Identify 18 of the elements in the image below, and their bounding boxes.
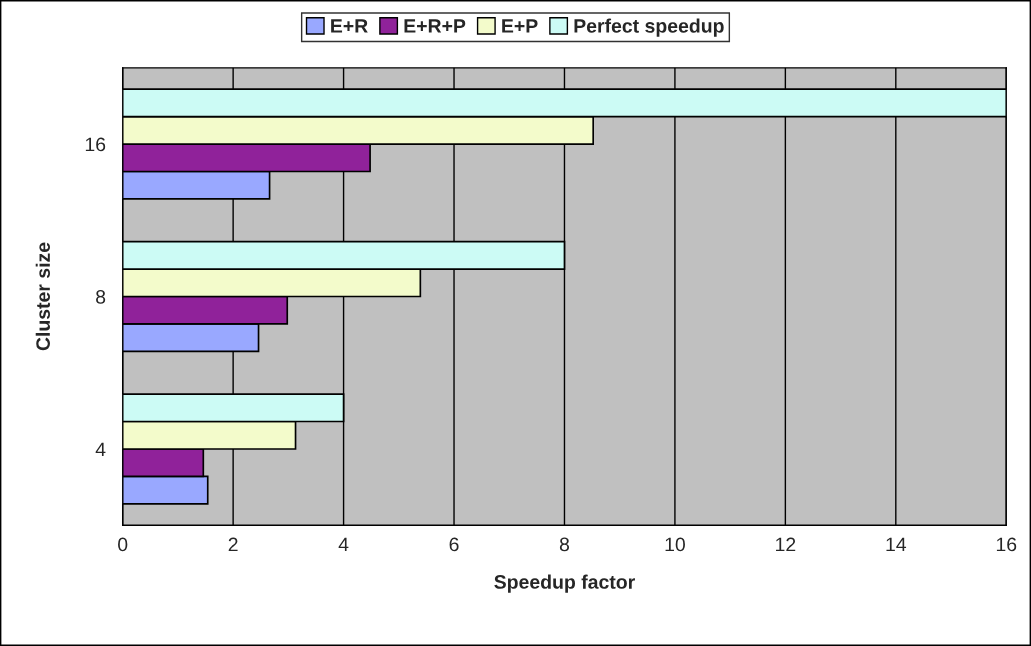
x-tick-label: 10 (665, 537, 685, 552)
y-axis-title: Cluster size (35, 242, 50, 351)
x-tick-label: 14 (886, 537, 907, 552)
legend-label: E+R+P (404, 19, 466, 33)
x-tick-label: 4 (338, 537, 349, 552)
legend-label: E+R (331, 19, 368, 33)
x-tick-label: 16 (996, 537, 1017, 552)
x-tick-label: 8 (559, 537, 570, 552)
x-tick-label: 12 (776, 537, 796, 552)
x-axis-title: Speedup factor (494, 574, 635, 593)
y-tick-label: 16 (85, 137, 106, 152)
legend-label: Perfect speedup (574, 18, 724, 37)
x-tick-label: 6 (449, 537, 459, 552)
y-tick-label: 8 (96, 289, 106, 304)
y-tick-label: 4 (95, 442, 106, 457)
x-tick-label: 0 (118, 537, 128, 552)
legend-label: E+P (502, 19, 538, 33)
x-tick-label: 2 (228, 537, 238, 552)
